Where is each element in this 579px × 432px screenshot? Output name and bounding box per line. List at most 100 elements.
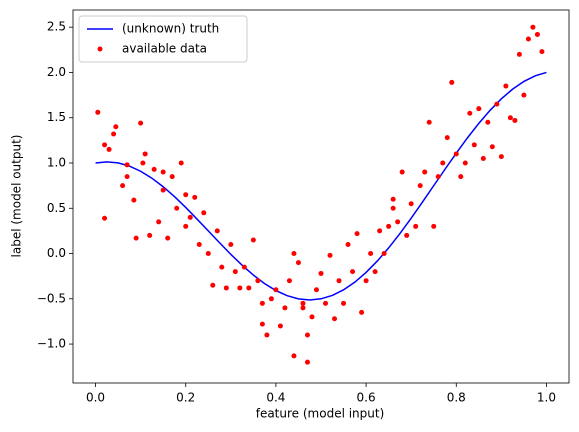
data-point	[205, 251, 211, 257]
data-point	[498, 154, 504, 160]
data-point	[363, 278, 369, 284]
data-point	[210, 282, 216, 288]
data-point	[444, 135, 450, 141]
data-point	[142, 151, 148, 157]
data-point	[187, 214, 193, 220]
data-point	[95, 109, 101, 115]
y-tick-label: 0.5	[47, 201, 66, 215]
data-point	[431, 223, 437, 229]
data-point	[273, 287, 279, 293]
data-point	[507, 115, 513, 121]
data-point	[304, 359, 310, 365]
data-point	[359, 309, 365, 315]
data-point	[255, 278, 261, 284]
data-point	[386, 223, 392, 229]
data-point	[390, 196, 396, 202]
data-point	[381, 251, 387, 257]
data-point	[291, 251, 297, 257]
y-tick-label: −0.5	[37, 291, 66, 305]
x-tick-label: 0.4	[266, 391, 285, 405]
data-point	[408, 201, 414, 207]
data-point	[521, 92, 527, 98]
data-point	[368, 251, 374, 257]
data-point	[131, 197, 137, 203]
data-point	[174, 205, 180, 211]
data-point	[165, 235, 171, 241]
y-tick-label: −1.0	[37, 337, 66, 351]
data-point	[214, 228, 220, 234]
data-point	[327, 252, 333, 258]
x-tick-label: 0.0	[86, 391, 105, 405]
data-point	[525, 36, 531, 42]
data-point	[471, 142, 477, 148]
data-point	[106, 146, 112, 152]
data-point	[512, 117, 518, 123]
data-point	[183, 223, 189, 229]
data-point	[169, 174, 175, 180]
data-point	[530, 24, 536, 30]
legend-label: available data	[122, 42, 207, 56]
data-point	[282, 305, 288, 311]
data-point	[259, 321, 265, 327]
data-point	[539, 49, 545, 55]
data-point	[156, 219, 162, 225]
data-point	[476, 106, 482, 112]
data-point	[232, 269, 238, 275]
data-point	[309, 314, 315, 320]
data-point	[341, 300, 347, 306]
data-point	[241, 264, 247, 270]
data-point	[422, 169, 428, 175]
data-point	[178, 160, 184, 166]
data-point	[462, 160, 468, 166]
data-point	[494, 101, 500, 107]
data-point	[489, 144, 495, 150]
y-tick-label: 0.0	[47, 246, 66, 260]
data-point	[336, 278, 342, 284]
data-point	[268, 296, 274, 302]
x-axis-label: feature (model input)	[256, 407, 385, 421]
data-point	[453, 151, 459, 157]
data-point	[219, 264, 225, 270]
x-tick-label: 0.8	[447, 391, 466, 405]
x-tick-label: 0.2	[176, 391, 195, 405]
data-point	[377, 228, 383, 234]
data-point	[318, 270, 324, 276]
data-point	[120, 183, 126, 189]
data-point	[124, 174, 130, 180]
data-point	[277, 323, 283, 329]
data-point	[417, 183, 423, 189]
x-tick-label: 0.6	[357, 391, 376, 405]
data-point	[102, 142, 108, 148]
data-point	[350, 269, 356, 275]
data-point	[354, 231, 360, 237]
data-point	[440, 160, 446, 166]
data-point	[196, 241, 202, 247]
data-point	[413, 223, 419, 229]
data-point	[102, 215, 108, 221]
data-point	[111, 131, 117, 137]
data-point	[480, 155, 486, 161]
data-point	[259, 300, 265, 306]
data-point	[291, 353, 297, 359]
data-point	[264, 332, 270, 338]
data-point	[201, 210, 207, 216]
data-point	[237, 285, 243, 291]
data-point	[138, 120, 144, 126]
data-point	[147, 232, 153, 238]
data-point	[151, 166, 157, 172]
data-point	[435, 174, 441, 180]
data-point	[404, 232, 410, 238]
data-point	[485, 119, 491, 125]
data-point	[449, 79, 455, 85]
data-point	[534, 31, 540, 37]
plot-frame	[72, 9, 570, 384]
data-point	[133, 235, 139, 241]
legend-box	[78, 15, 248, 63]
data-point	[300, 300, 306, 306]
legend-swatch	[97, 46, 103, 52]
data-point	[390, 205, 396, 211]
data-point	[300, 305, 306, 311]
x-tick-label: 1.0	[537, 391, 556, 405]
data-point	[313, 287, 319, 293]
